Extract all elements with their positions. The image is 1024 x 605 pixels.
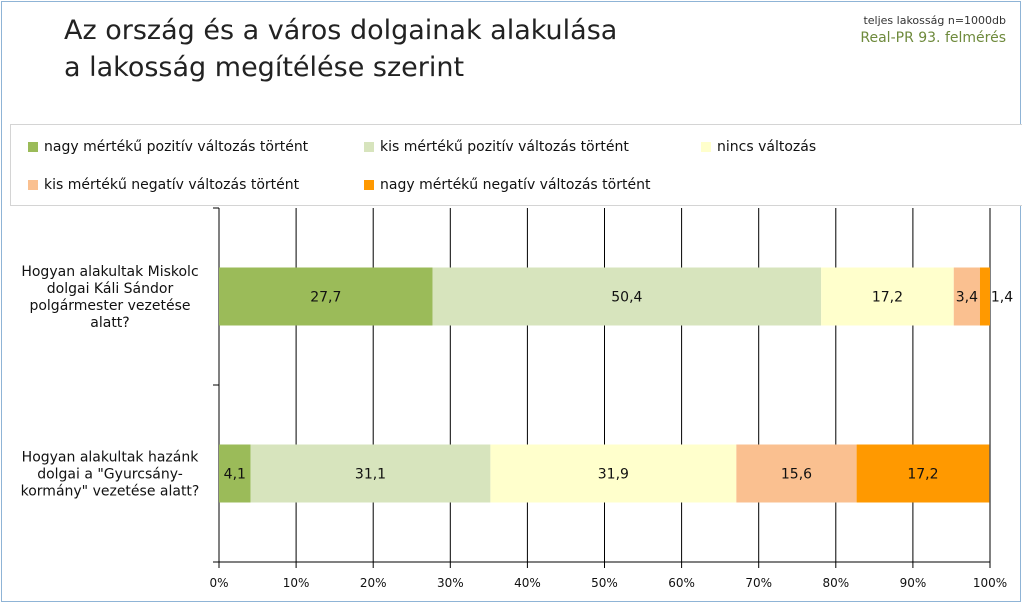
legend-label-series-2: nincs változás (717, 139, 817, 155)
data-label-0-0: 27,7 (310, 290, 341, 306)
legend: nagy mértékű pozitív változás történt ki… (10, 124, 1022, 206)
legend-item-series-3: kis mértékű negatív változás történt (28, 177, 299, 193)
title-line-1: Az ország és a város dolgainak alakulása (64, 15, 618, 46)
bar-segment-0-0 (219, 267, 433, 326)
category-label-0-line-2: polgármester vezetése (29, 298, 190, 314)
category-label-1-line-0: Hogyan alakultak hazánk (22, 450, 200, 466)
x-tick-label-4: 40% (514, 576, 541, 590)
legend-swatch-series-3 (28, 180, 38, 190)
legend-swatch-series-0 (28, 142, 38, 152)
bar-segment-1-3 (736, 444, 857, 503)
bar-segment-1-4 (856, 444, 990, 503)
data-label-1-1: 31,1 (355, 467, 386, 483)
x-tick-label-9: 90% (900, 576, 927, 590)
legend-item-series-4: nagy mértékű negatív változás történt (364, 177, 650, 193)
legend-swatch-series-4 (364, 180, 374, 190)
x-tick-label-7: 70% (745, 576, 772, 590)
legend-label-series-1: kis mértékű pozitív változás történt (380, 139, 629, 155)
data-label-0-2: 17,2 (872, 290, 903, 306)
legend-item-series-2: nincs változás (701, 139, 816, 155)
title-line-2: a lakosság megítélése szerint (64, 52, 465, 83)
population-note: teljes lakosság n=1000db (863, 14, 1006, 27)
legend-swatch-series-2 (701, 142, 711, 152)
x-tick-label-3: 30% (437, 576, 464, 590)
legend-item-series-0: nagy mértékű pozitív változás történt (28, 139, 308, 155)
bar-segment-1-2 (490, 444, 737, 503)
bar-segment-0-4 (979, 267, 990, 326)
x-tick-label-1: 10% (283, 576, 310, 590)
category-label-1-line-1: dolgai a "Gyurcsány- (37, 467, 183, 483)
chart-title: Az ország és a város dolgainak alakulása… (64, 12, 617, 86)
data-label-0-3: 3,4 (956, 290, 978, 306)
x-tick-label-10: 100% (973, 576, 1007, 590)
bar-segment-0-3 (953, 267, 980, 326)
legend-label-series-0: nagy mértékű pozitív változás történt (44, 139, 309, 155)
x-tick-label-5: 50% (591, 576, 618, 590)
data-label-1-3: 15,6 (781, 467, 812, 483)
bar-segment-0-1 (432, 267, 822, 326)
category-label-0-line-1: dolgai Káli Sándor (47, 281, 174, 297)
x-tick-label-6: 60% (668, 576, 695, 590)
bar-segment-1-0 (219, 444, 251, 503)
legend-swatch-series-1 (364, 142, 374, 152)
legend-label-series-3: kis mértékű negatív változás történt (44, 177, 300, 193)
x-tick-label-2: 20% (360, 576, 387, 590)
data-label-0-1: 50,4 (611, 290, 642, 306)
x-tick-label-0: 0% (209, 576, 228, 590)
survey-name: Real-PR 93. felmérés (860, 30, 1006, 46)
x-tick-label-8: 80% (822, 576, 849, 590)
bar-segment-0-2 (821, 267, 954, 326)
data-label-1-4: 17,2 (907, 467, 938, 483)
category-label-1-line-2: kormány" vezetése alatt? (21, 484, 200, 500)
legend-label-series-4: nagy mértékű negatív változás történt (380, 177, 651, 193)
bar-segment-1-1 (250, 444, 491, 503)
legend-item-series-1: kis mértékű pozitív változás történt (364, 139, 629, 155)
category-label-0-line-3: alatt? (90, 315, 129, 331)
data-label-0-4: 1,4 (991, 290, 1013, 306)
data-label-1-2: 31,9 (598, 467, 629, 483)
survey-note: teljes lakosság n=1000db Real-PR 93. fel… (860, 14, 1006, 48)
category-label-0-line-0: Hogyan alakultak Miskolc (21, 264, 198, 280)
data-label-1-0: 4,1 (224, 467, 246, 483)
